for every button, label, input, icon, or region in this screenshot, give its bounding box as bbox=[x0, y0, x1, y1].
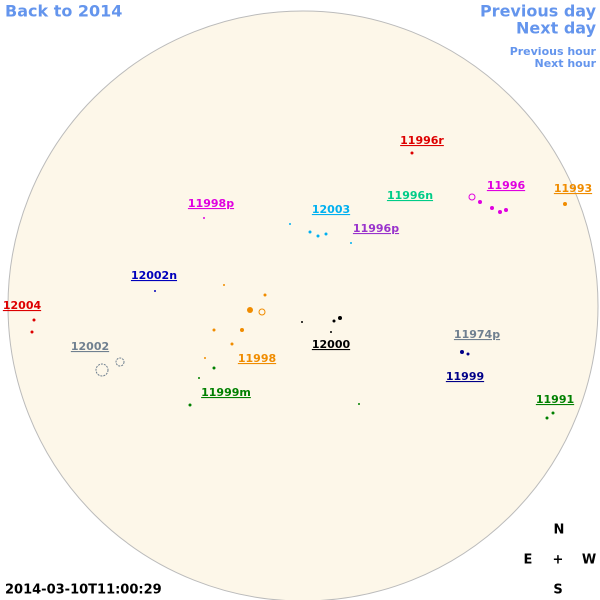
region-label[interactable]: 12000 bbox=[312, 338, 351, 351]
region-label[interactable]: 12004 bbox=[3, 299, 42, 312]
region-label[interactable]: 11996n bbox=[387, 189, 433, 202]
region-label[interactable]: 11996r bbox=[400, 134, 444, 147]
sunspots bbox=[30, 151, 567, 420]
region-label[interactable]: 11993 bbox=[554, 182, 592, 195]
solar-disk bbox=[7, 10, 599, 600]
region-label[interactable]: 11998 bbox=[238, 352, 276, 365]
timestamp: 2014-03-10T11:00:29 bbox=[5, 583, 162, 598]
region-label[interactable]: 11999 bbox=[446, 370, 484, 383]
compass-center: + bbox=[553, 553, 564, 568]
next-day-link[interactable]: Next day bbox=[516, 19, 597, 38]
previous-day-link[interactable]: Previous day bbox=[480, 2, 597, 21]
region-label[interactable]: 11974p bbox=[454, 328, 500, 341]
next-hour-link[interactable]: Next hour bbox=[535, 57, 597, 70]
region-label[interactable]: 12003 bbox=[312, 203, 350, 216]
compass-south: S bbox=[553, 583, 562, 598]
compass-north: N bbox=[554, 523, 565, 538]
region-label[interactable]: 11996p bbox=[353, 222, 399, 235]
region-label[interactable]: 11996 bbox=[487, 179, 526, 192]
back-link[interactable]: Back to 2014 bbox=[5, 2, 122, 21]
previous-hour-link[interactable]: Previous hour bbox=[510, 45, 597, 58]
compass-west: W bbox=[582, 553, 596, 568]
region-label[interactable]: 11998p bbox=[188, 197, 234, 210]
compass-east: E bbox=[524, 553, 533, 568]
region-label[interactable]: 12002 bbox=[71, 340, 109, 353]
region-label[interactable]: 12002n bbox=[131, 269, 177, 282]
region-label[interactable]: 11991 bbox=[536, 393, 574, 406]
region-label[interactable]: 11999m bbox=[201, 386, 251, 399]
